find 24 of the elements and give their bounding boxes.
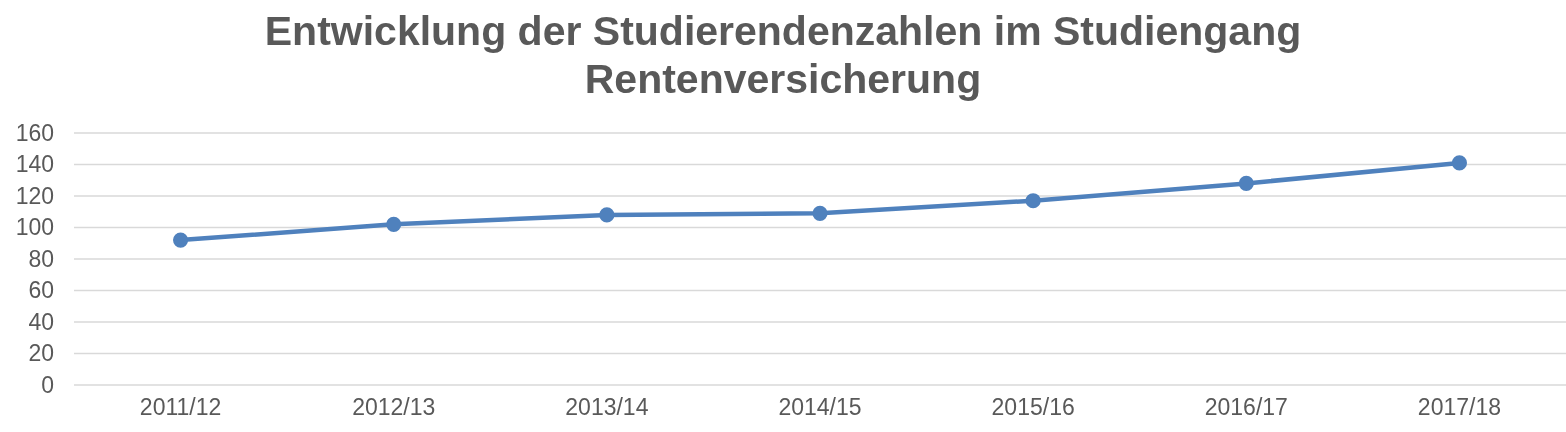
x-tick-label: 2012/13 [352,394,436,421]
y-tick-label: 40 [28,308,54,335]
chart-title: Entwicklung der Studierendenzahlen im Studiengang Rentenversicherung [264,8,1302,102]
y-tick-label: 0 [41,371,54,398]
y-tick-label: 140 [15,151,54,178]
x-tick-label: 2017/18 [1417,394,1501,421]
point [812,205,828,221]
x-tick-label: 2014/15 [778,394,862,421]
y-tick-label: 100 [15,214,54,241]
point [1238,175,1254,191]
x-tick-label: 2013/14 [565,394,649,421]
y-tick-label: 20 [28,340,54,367]
point [386,216,402,232]
x-tick-label: 2011/12 [139,394,222,421]
x-tick-label: 2016/17 [1204,394,1288,421]
point [1451,155,1467,171]
point [1025,193,1041,209]
y-tick-label: 60 [28,277,54,304]
x-tick-label: 2015/16 [991,394,1075,421]
y-tick-label: 80 [28,245,54,272]
y-tick-label: 120 [15,182,54,209]
point [599,207,615,223]
point [173,232,189,248]
y-tick-label: 160 [15,119,54,146]
